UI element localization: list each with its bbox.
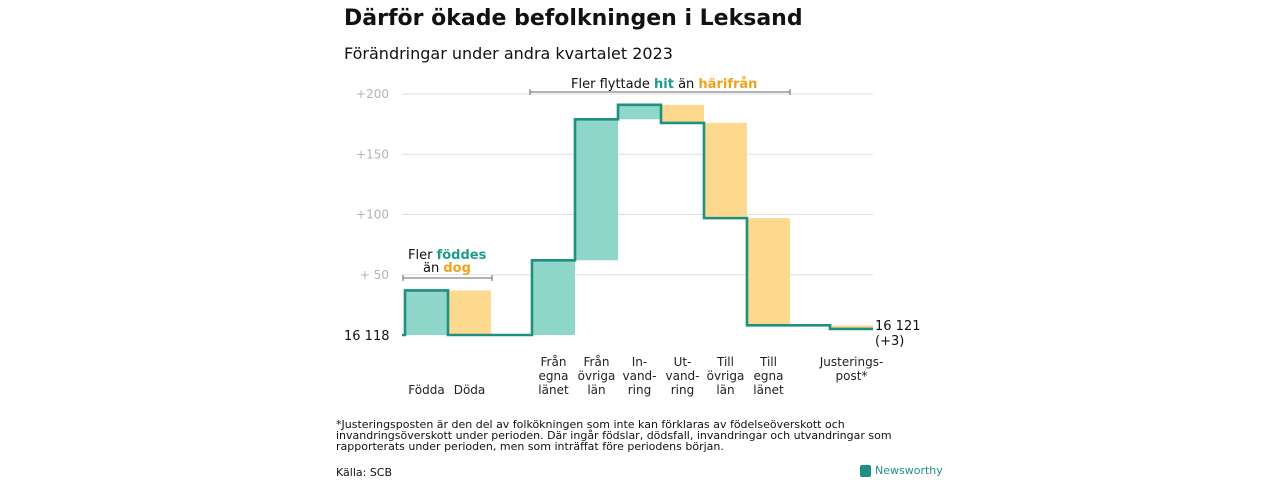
category-label: Döda — [454, 383, 486, 397]
bar-till-egna-länet — [747, 218, 790, 326]
category-label: vand- — [622, 369, 656, 383]
category-label: Från — [584, 355, 610, 369]
category-label: övriga — [707, 369, 745, 383]
brand-name: Newsworthy — [875, 464, 943, 477]
category-label: Justerings- — [819, 355, 884, 369]
y-axis-ticks: + 50 +100 +150 +200 — [356, 87, 389, 282]
bar-födda — [405, 290, 448, 335]
category-label: Till — [716, 355, 734, 369]
svg-text:Fler föddes: Fler föddes — [408, 248, 487, 263]
y-tick-label: +200 — [356, 87, 389, 101]
category-label: vand- — [665, 369, 699, 383]
waterfall-chart: + 50+100+150+200 Födda DödaFrånegnalänetF… — [344, 77, 921, 397]
bar-från-egna-länet — [532, 260, 575, 335]
category-label: övriga — [578, 369, 616, 383]
category-label: In- — [632, 355, 647, 369]
bar-invandring — [618, 104, 661, 120]
newsworthy-brand[interactable]: Newsworthy — [860, 464, 943, 477]
y-tick-label: +100 — [356, 208, 389, 222]
bar-utvandring — [661, 104, 704, 123]
grid-lines — [402, 93, 873, 276]
category-label: Till — [759, 355, 777, 369]
bar-till-övriga-län — [704, 122, 747, 219]
bars — [405, 104, 873, 335]
running-total-line — [402, 103, 873, 337]
start-value-label: 16 118 — [344, 329, 390, 344]
category-label: län — [716, 383, 734, 397]
migration-annotation-harifran: härifrån — [698, 77, 757, 92]
category-label: Födda — [408, 383, 444, 397]
chart-title: Därför ökade befolkningen i Leksand — [344, 6, 803, 31]
source-credit: Källa: SCB — [336, 466, 393, 479]
svg-text:än dog: än dog — [423, 261, 471, 276]
category-label: egna — [754, 369, 784, 383]
migration-annotation-hit: hit — [654, 77, 674, 92]
y-tick-label: + 50 — [360, 268, 389, 282]
category-label: länet — [538, 383, 569, 397]
bar-justeringspost- — [830, 325, 873, 329]
births-annotation: Fler föddes än dog — [402, 248, 493, 281]
category-label: ring — [671, 383, 695, 397]
chart-subtitle: Förändringar under andra kvartalet 2023 — [344, 44, 673, 63]
running-total-path — [402, 103, 873, 337]
category-label: Ut- — [674, 355, 692, 369]
svg-text:Fler flyttade hit än härifrån: Fler flyttade hit än härifrån — [571, 77, 757, 92]
bar-från-övriga-län — [575, 119, 618, 261]
category-label: län — [587, 383, 605, 397]
births-annotation-line2-keyword: dog — [443, 261, 471, 276]
category-label: Från — [541, 355, 567, 369]
end-change-label: (+3) — [875, 334, 904, 349]
migration-annotation-middle: än — [674, 77, 698, 92]
newsworthy-logo-icon — [860, 464, 871, 477]
category-labels: Födda DödaFrånegnalänetFrånövrigalänIn-va… — [408, 355, 883, 397]
category-label: egna — [539, 369, 569, 383]
births-annotation-prefix: Fler — [408, 248, 437, 263]
y-tick-label: +150 — [356, 147, 389, 161]
category-label: post* — [836, 369, 868, 383]
category-label: ring — [628, 383, 652, 397]
migration-annotation-prefix: Fler flyttade — [571, 77, 654, 92]
births-annotation-line2-prefix: än — [423, 261, 443, 276]
footnote: *Justeringsposten är den del av folkökni… — [336, 418, 892, 453]
end-value-label: 16 121 — [875, 319, 921, 334]
migration-annotation: Fler flyttade hit än härifrån — [529, 77, 791, 95]
bar-döda — [448, 290, 491, 335]
category-label: länet — [753, 383, 784, 397]
births-annotation-keyword: föddes — [437, 248, 487, 263]
